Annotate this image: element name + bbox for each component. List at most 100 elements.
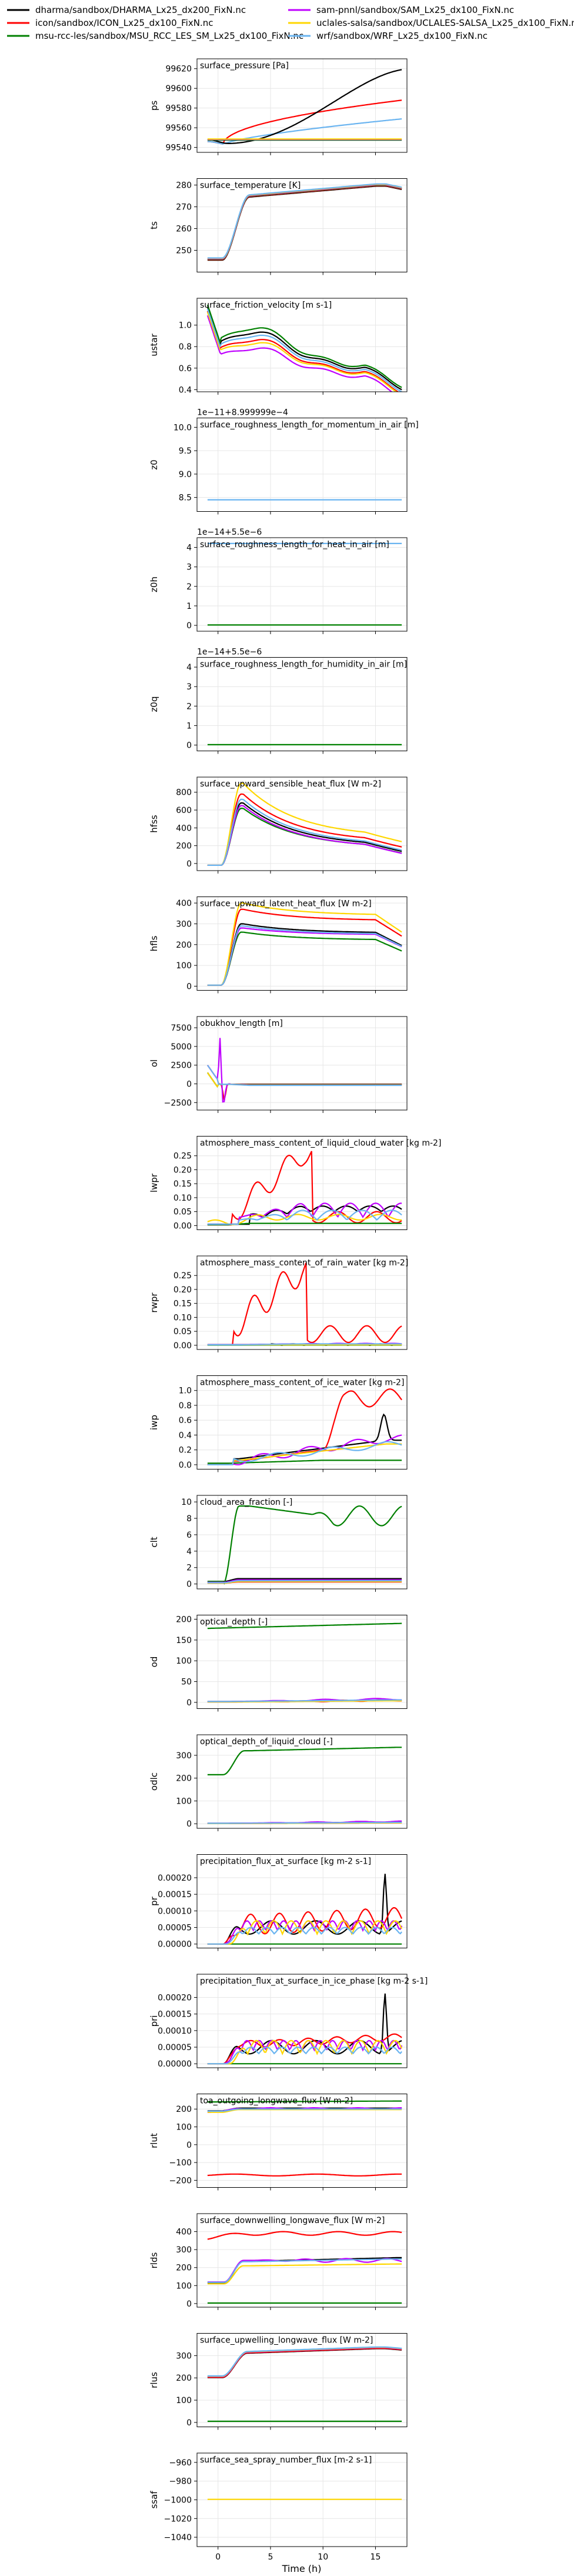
y-axis-label: ts: [149, 221, 159, 229]
series-line: [206, 311, 399, 392]
series-line: [207, 1434, 402, 1466]
panel-title: surface_upward_sensible_heat_flux [W m-2…: [200, 779, 381, 789]
panel-title: atmosphere_mass_content_of_liquid_cloud_…: [200, 1139, 441, 1148]
y-tick-label: 99620: [165, 65, 192, 74]
y-tick-label: 200: [176, 2264, 192, 2273]
series-line: [207, 2346, 402, 2377]
y-tick-label: 5000: [171, 1042, 192, 1052]
x-tick-label: 10: [318, 2552, 328, 2562]
series-group: [207, 1262, 402, 1347]
y-axis-label: z0h: [149, 576, 159, 592]
panel: 0.00000 0.00005 0.00010 0.00015 0.00020 preci…: [149, 1854, 408, 1951]
panel: 0.4 0.6 0.8 1.0 surface_friction_velocity [m…: [149, 298, 408, 395]
y-tick-label: 4: [186, 663, 192, 672]
panel: −1040 −1020 −1000 −980 −960 0 5 10 15 surface_sea…: [149, 2452, 408, 2562]
y-tick-label: −1020: [164, 2514, 192, 2524]
y-tick-label: 260: [176, 225, 192, 234]
y-axis-label: pr: [149, 1896, 159, 1906]
y-tick-label: 0.00015: [158, 1890, 192, 1899]
series-line: [206, 1065, 402, 1101]
panel: 0 1 2 3 4 surface_roughness_length_for_humidi…: [149, 648, 408, 754]
x-axis-label: Time (h): [282, 2563, 322, 2574]
series-line: [207, 1927, 402, 1945]
y-tick-label: 50: [181, 1678, 192, 1687]
y-tick-label: 100: [176, 1797, 192, 1806]
y-tick-label: 280: [176, 181, 192, 191]
panel: 0.00 0.05 0.10 0.15 0.20 0.25 atmosphere_mass_…: [149, 1136, 441, 1233]
y-tick-label: 2500: [171, 1061, 192, 1071]
x-tick-label: 0: [215, 2552, 221, 2562]
y-tick-label: −100: [169, 2158, 192, 2168]
y-tick-label: 600: [176, 806, 192, 815]
y-axis-label: clt: [149, 1537, 159, 1547]
series-line: [207, 183, 402, 259]
series-line: [207, 1343, 402, 1345]
x-tick-label: 15: [371, 2552, 381, 2562]
series-group: [207, 69, 402, 145]
y-axis-label: rlut: [149, 2133, 159, 2148]
series-line: [207, 2347, 402, 2378]
y-tick-label: 10: [181, 1498, 192, 1507]
series-line: [207, 1202, 402, 1225]
y-tick-label: 270: [176, 203, 192, 212]
panel-title: precipitation_flux_at_surface_in_ice_pha…: [200, 1977, 428, 1986]
series-group: [207, 2100, 402, 2177]
series-line: [207, 2258, 402, 2283]
y-tick-label: 0.00: [173, 1221, 192, 1231]
y-tick-label: 0.00000: [158, 2060, 192, 2069]
y-tick-label: 0: [186, 2418, 192, 2428]
series-line: [207, 2173, 402, 2177]
y-tick-label: 0.20: [173, 1165, 192, 1175]
y-tick-label: 400: [176, 824, 192, 833]
legend-entry: uclales-salsa/sandbox/UCLALES-SALSA_Lx25…: [316, 18, 574, 29]
y-tick-label: 0: [186, 859, 192, 869]
series-line: [207, 1578, 402, 1582]
y-tick-label: 0: [186, 741, 192, 751]
y-axis-label: z0q: [149, 697, 159, 712]
series-group: [207, 2346, 402, 2422]
y-tick-label: 0.00020: [158, 1874, 192, 1883]
panel-title: surface_temperature [K]: [200, 181, 301, 191]
y-tick-label: 0.20: [173, 1285, 192, 1295]
series-line: [207, 1209, 402, 1225]
axes-frame: [196, 2094, 408, 2188]
y-tick-label: 0.10: [173, 1194, 192, 1203]
panel: 0 100 200 300 optical_depth_of_liquid_cloud …: [149, 1734, 408, 1831]
y-tick-label: 0: [186, 2141, 192, 2150]
series-group: [206, 1038, 402, 1103]
y-tick-label: 0: [186, 621, 192, 631]
series-line: [207, 2100, 402, 2103]
y-axis-label: rlds: [149, 2252, 159, 2268]
y-tick-label: 0.25: [173, 1152, 192, 1161]
y-axis-label: lwpr: [149, 1173, 159, 1192]
panel: 0 200 400 600 800 surface_upward_sensible_hea…: [149, 777, 408, 874]
series-line: [206, 315, 393, 392]
panel-title: surface_sea_spray_number_flux [m-2 s-1]: [200, 2455, 372, 2465]
y-tick-label: 250: [176, 246, 192, 256]
y-tick-label: 2: [186, 582, 192, 592]
panels: 99540 99560 99580 99600 99620 surface_pressur…: [149, 58, 441, 2562]
series-group: [207, 2231, 402, 2304]
panel-title: precipitation_flux_at_surface [kg m-2 s-…: [200, 1857, 371, 1867]
y-tick-label: 300: [176, 2351, 192, 2361]
panel: 0.00000 0.00005 0.00010 0.00015 0.00020 preci…: [149, 1974, 428, 2071]
y-tick-label: 200: [176, 941, 192, 950]
panel-title: toa_outgoing_longwave_flux [W m-2]: [200, 2097, 353, 2106]
series-line: [207, 1821, 402, 1824]
axes-frame: [196, 418, 408, 512]
series-group: [207, 1388, 402, 1466]
series-line: [207, 793, 402, 866]
y-tick-label: 4: [186, 1547, 192, 1557]
y-tick-label: 400: [176, 2228, 192, 2237]
y-tick-label: 3: [186, 682, 192, 692]
panel-title: optical_depth_of_liquid_cloud [-]: [200, 1737, 333, 1747]
y-tick-label: 200: [176, 2105, 192, 2114]
series-line: [207, 1505, 402, 1585]
series-line: [207, 923, 402, 986]
y-tick-label: 0.6: [179, 1416, 192, 1425]
series-line: [207, 2258, 402, 2283]
series-line: [207, 1581, 402, 1584]
y-tick-label: 0.8: [179, 1401, 192, 1411]
panel-title: surface_friction_velocity [m s-1]: [200, 301, 332, 310]
